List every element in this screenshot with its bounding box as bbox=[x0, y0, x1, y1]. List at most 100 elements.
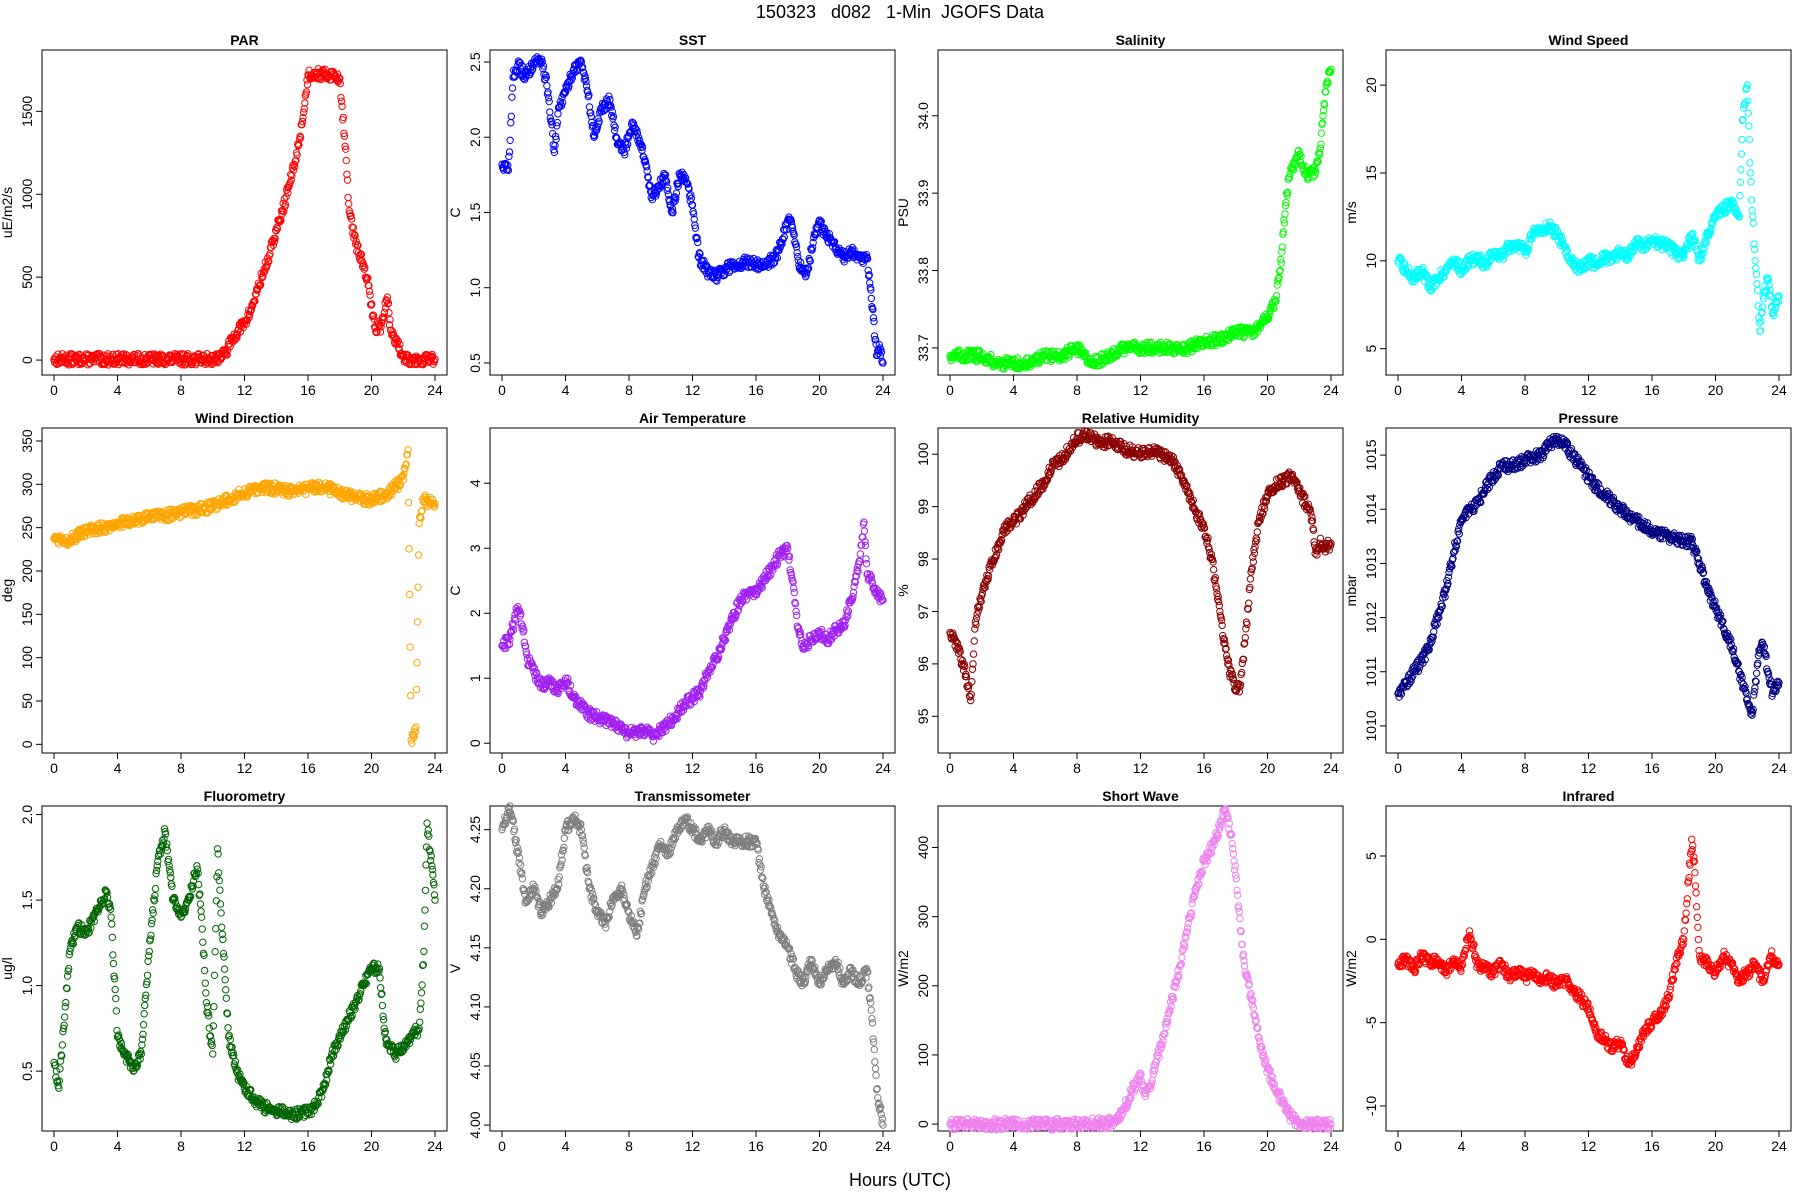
par-point bbox=[284, 189, 292, 197]
sst-point bbox=[803, 268, 811, 277]
sst-point bbox=[558, 98, 567, 107]
salinity-point bbox=[1278, 243, 1287, 251]
salinity-point bbox=[1316, 144, 1325, 152]
wind-speed-point bbox=[1737, 150, 1746, 158]
par-x-tick-label: 4 bbox=[114, 382, 122, 398]
sst-point bbox=[508, 84, 517, 92]
salinity-x-tick-label: 20 bbox=[1260, 382, 1276, 398]
salinity-y-tick-label: 34.0 bbox=[915, 102, 931, 129]
wind-speed-point bbox=[1752, 264, 1760, 272]
air-temperature-y-tick-label: 1 bbox=[467, 674, 483, 682]
sst-point bbox=[590, 132, 599, 140]
sst-point bbox=[693, 238, 702, 247]
par-x-tick-label: 12 bbox=[237, 382, 253, 398]
wind-direction-point bbox=[413, 618, 422, 626]
sst-point bbox=[553, 122, 561, 130]
salinity-point bbox=[1277, 255, 1285, 264]
sst-point bbox=[804, 264, 813, 273]
wind-speed-point bbox=[1442, 267, 1450, 275]
par-point bbox=[298, 120, 306, 129]
pressure-y-tick-label: 1015 bbox=[1363, 439, 1379, 470]
salinity-point bbox=[1270, 304, 1278, 313]
sst-point bbox=[671, 197, 679, 205]
par-point bbox=[364, 274, 372, 282]
wind-speed-point bbox=[1749, 212, 1757, 221]
par-point bbox=[263, 261, 271, 270]
wind-speed-x-tick-label: 12 bbox=[1581, 382, 1597, 398]
wind-speed-point bbox=[1738, 135, 1746, 144]
pressure-points bbox=[1394, 432, 1783, 719]
par-point bbox=[273, 224, 282, 233]
wind-speed-point bbox=[1749, 219, 1758, 227]
relative-humidity-point bbox=[971, 625, 979, 633]
salinity-point bbox=[1326, 68, 1335, 77]
sst-point bbox=[504, 166, 513, 175]
par-point bbox=[396, 340, 404, 349]
par-point bbox=[263, 254, 272, 262]
par-point bbox=[278, 207, 287, 215]
par-point bbox=[339, 113, 348, 122]
salinity-point bbox=[1327, 65, 1335, 74]
sst-point bbox=[693, 234, 701, 242]
par-point bbox=[295, 135, 304, 144]
salinity-point bbox=[1143, 338, 1152, 347]
par-point bbox=[333, 70, 342, 78]
par-point bbox=[337, 97, 346, 105]
sst-point bbox=[581, 74, 590, 82]
par-point bbox=[385, 321, 394, 329]
relative-humidity-panel: Relative Humidity%0 4 8 12 16 20 2495969798991… bbox=[895, 410, 1344, 776]
wind-speed-point bbox=[1753, 286, 1762, 295]
wind-direction-x-tick-label: 4 bbox=[114, 760, 122, 776]
par-point bbox=[256, 280, 265, 289]
sst-point bbox=[874, 349, 882, 358]
salinity-x-tick-label: 4 bbox=[1010, 382, 1018, 398]
salinity-point bbox=[1324, 79, 1332, 87]
pressure-y-tick-label: 1012 bbox=[1363, 602, 1379, 633]
sst-point bbox=[811, 231, 820, 239]
salinity-point bbox=[1282, 198, 1290, 207]
sst-point bbox=[870, 317, 878, 326]
relative-humidity-x-tick-label: 20 bbox=[1260, 760, 1276, 776]
air-temperature-point bbox=[790, 588, 798, 597]
salinity-point bbox=[1283, 191, 1291, 199]
sst-point bbox=[633, 126, 641, 134]
par-points bbox=[50, 65, 439, 369]
par-point bbox=[392, 334, 401, 343]
wind-speed-x-tick-label: 8 bbox=[1521, 382, 1529, 398]
wind-direction-y-tick-label: 350 bbox=[19, 429, 35, 453]
par-point bbox=[248, 302, 257, 310]
par-y-tick-label: 1000 bbox=[19, 178, 35, 209]
relative-humidity-y-tick-label: 100 bbox=[915, 442, 931, 466]
air-temperature-y-tick-label: 0 bbox=[467, 739, 483, 747]
salinity-y-tick-label: 33.7 bbox=[915, 334, 931, 361]
wind-speed-y-tick-label: 20 bbox=[1363, 77, 1379, 93]
sst-point bbox=[766, 259, 774, 267]
wind-speed-point bbox=[1744, 109, 1753, 117]
salinity-x-tick-label: 12 bbox=[1133, 382, 1149, 398]
wind-speed-y-label: m/s bbox=[1343, 201, 1359, 224]
sst-x-tick-label: 12 bbox=[685, 382, 701, 398]
par-point bbox=[336, 79, 345, 88]
sst-y-tick-label: 1.5 bbox=[467, 203, 483, 223]
wind-direction-y-label: deg bbox=[0, 579, 15, 602]
pressure-y-tick-label: 1011 bbox=[1363, 656, 1379, 686]
relative-humidity-y-tick-label: 99 bbox=[915, 499, 931, 515]
par-point bbox=[289, 166, 298, 174]
salinity-y-tick-label: 33.8 bbox=[915, 257, 931, 284]
par-point bbox=[293, 151, 301, 159]
par-point bbox=[280, 195, 289, 203]
par-point bbox=[335, 75, 343, 83]
par-x-tick-label: 24 bbox=[427, 382, 443, 398]
relative-humidity-x-tick-label: 0 bbox=[946, 760, 954, 776]
sst-y-label: C bbox=[447, 207, 463, 217]
sst-point bbox=[582, 77, 590, 86]
sst-point bbox=[586, 108, 595, 117]
wind-direction-points bbox=[50, 445, 439, 747]
air-temperature-y-tick-label: 4 bbox=[467, 479, 483, 487]
sst-point bbox=[539, 62, 548, 70]
relative-humidity-title: Relative Humidity bbox=[1082, 410, 1200, 426]
sst-point bbox=[551, 132, 560, 141]
par-point bbox=[223, 351, 231, 359]
